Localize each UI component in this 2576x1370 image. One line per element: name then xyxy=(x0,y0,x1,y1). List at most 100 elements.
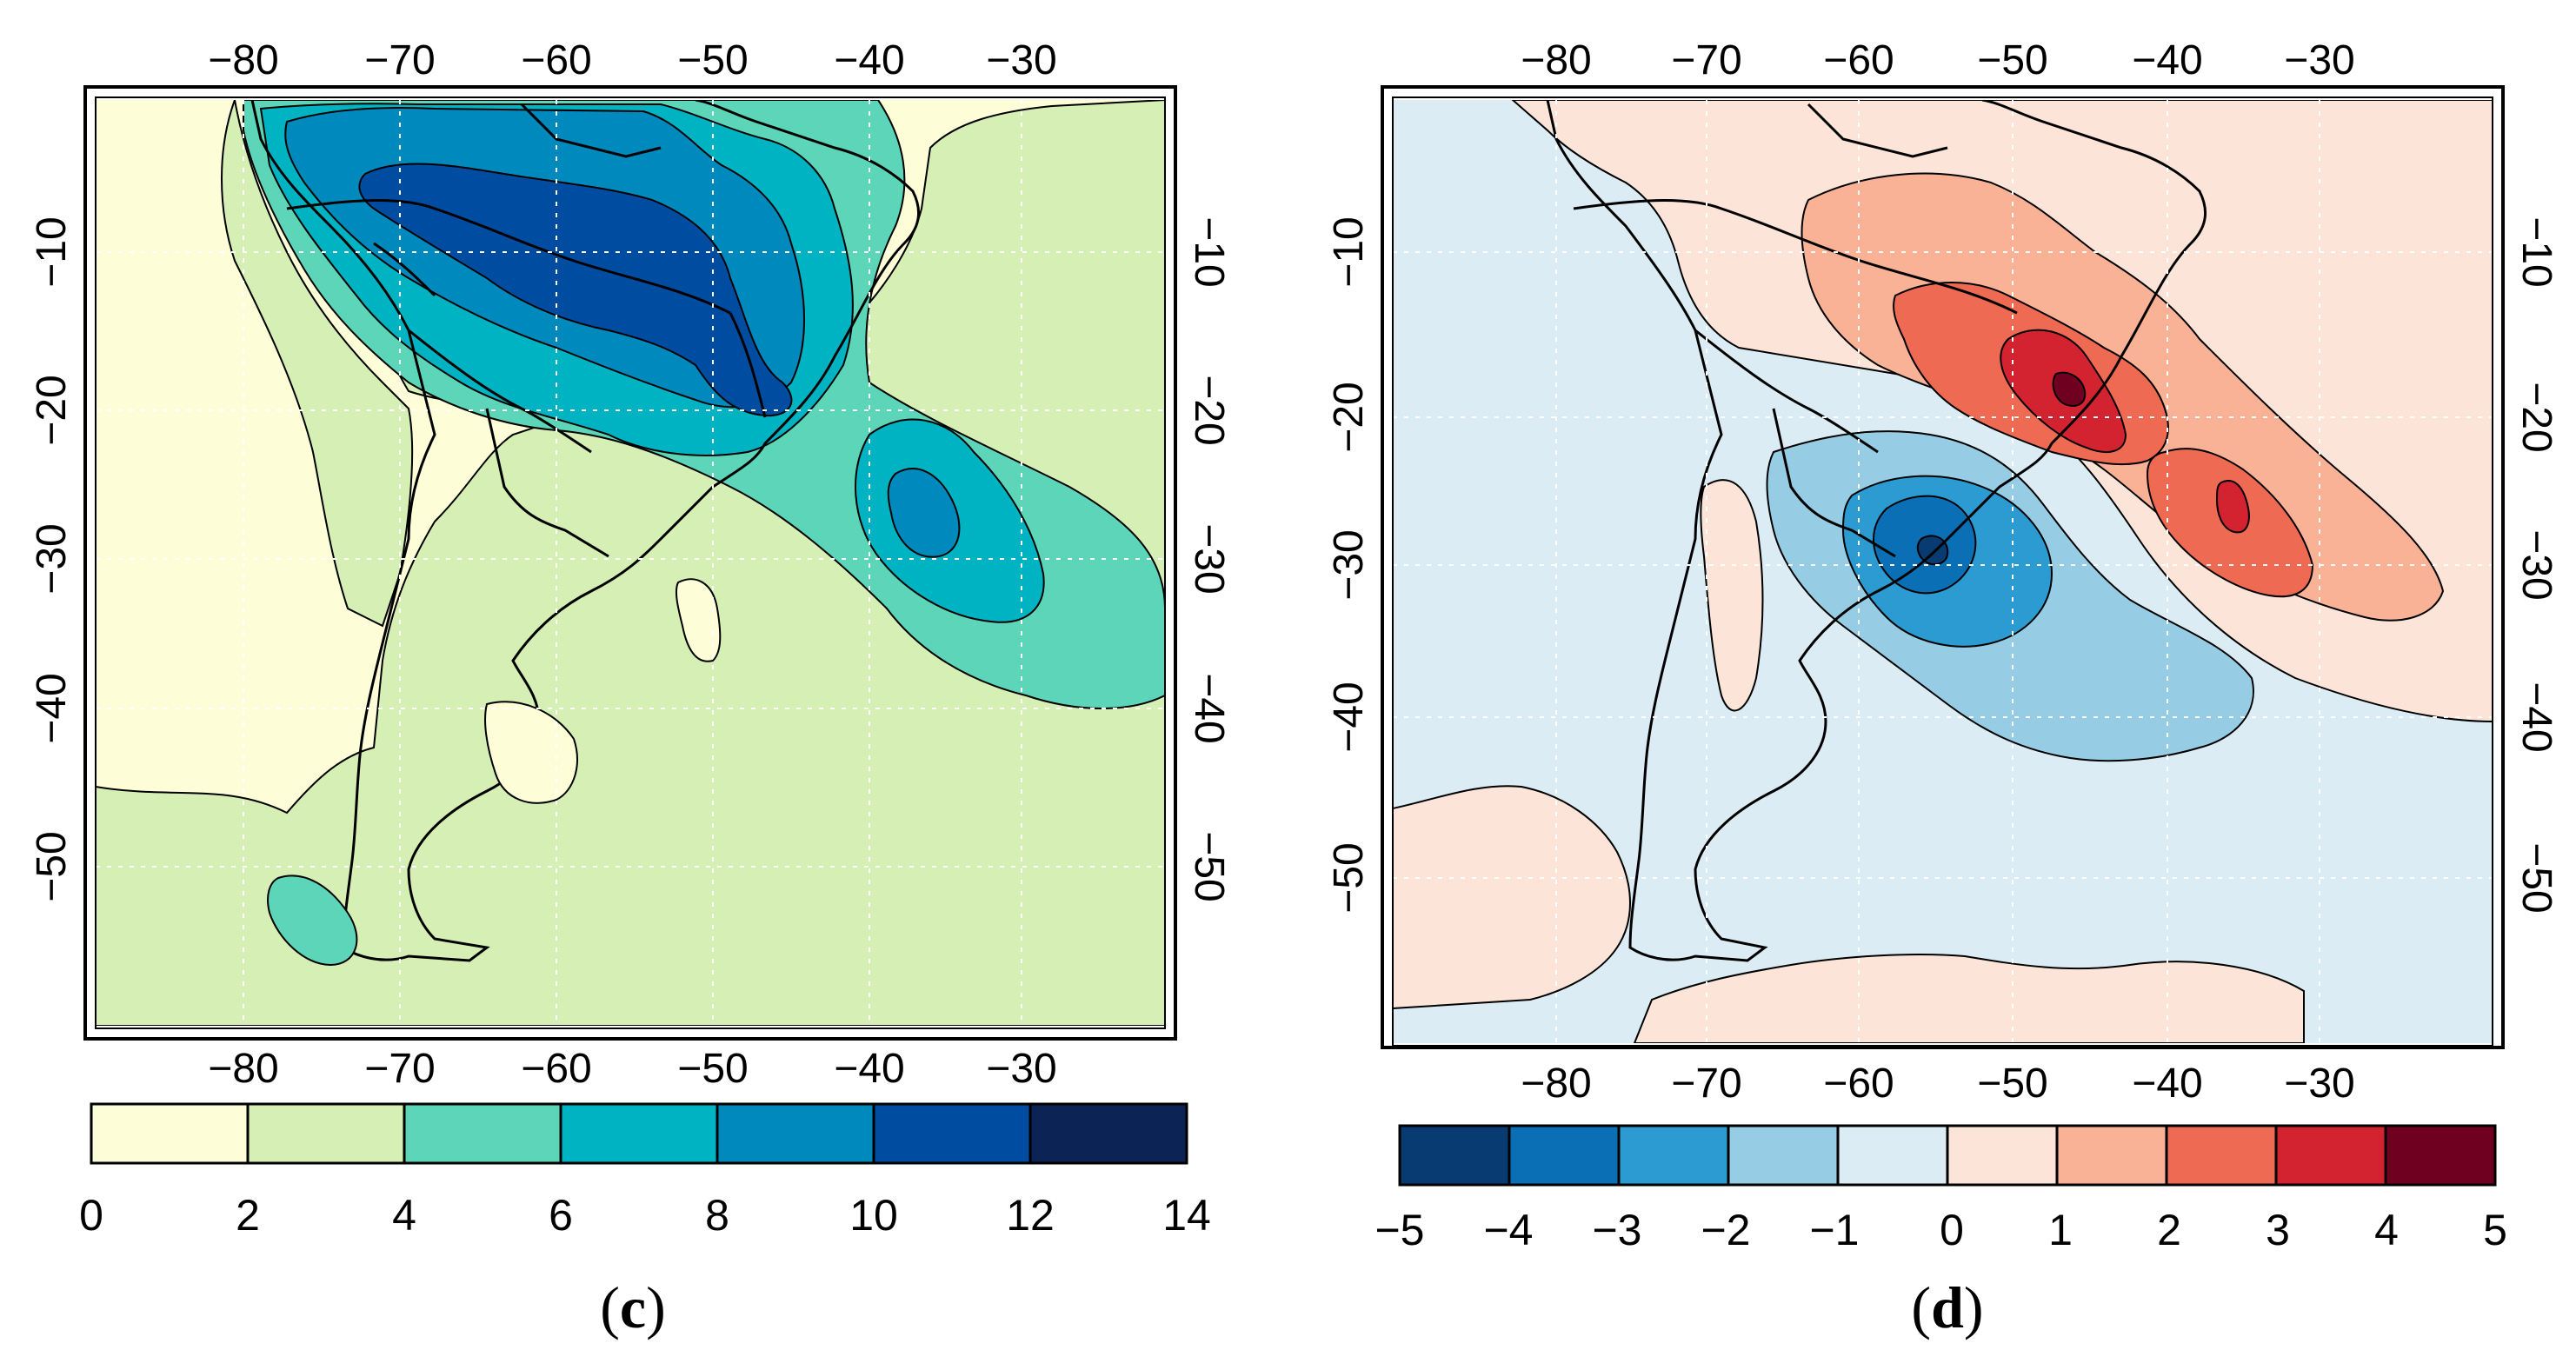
panel-d-colorbar-swatch xyxy=(2274,1124,2387,1187)
panel-c-colorbar-label: 12 xyxy=(1006,1191,1055,1240)
panel-c-lat-ticks-right: −10 −20 −30 −40 −50 xyxy=(1186,216,1232,901)
panel-d-colorbar-swatch xyxy=(1617,1124,1730,1187)
panel-d-colorbar-swatch xyxy=(1398,1124,1511,1187)
panel-d-colorbar-label: 4 xyxy=(2374,1206,2399,1254)
panel-c-colorbar-labels: 0 2 4 6 8 10 12 14 xyxy=(79,1191,1211,1240)
panel-c-colorbar-label: 4 xyxy=(392,1191,416,1240)
panel-d-colorbar-label: −5 xyxy=(1375,1206,1424,1254)
panel-d-lon-tick: −70 xyxy=(1671,1061,1741,1107)
panel-c-lon-ticks-bottom: −80 −70 −60 −50 −40 −30 xyxy=(208,1046,1056,1092)
panel-d-map: −80 −70 −60 −50 −40 −30 −80 −70 −60 −50 … xyxy=(1326,37,2559,1107)
panel-d-lon-tick: −60 xyxy=(1823,1061,1894,1107)
panel-c-lat-tick: −30 xyxy=(1186,523,1232,594)
panel-d-band-4-5 xyxy=(2052,371,2087,407)
panel-d-colorbar-swatch xyxy=(1946,1124,2059,1187)
panel-d-lon-ticks-top: −80 −70 −60 −50 −40 −30 xyxy=(1521,37,2354,83)
panel-c-patagonia-blob xyxy=(267,875,358,967)
panel-c-borders xyxy=(286,103,767,558)
panel-d-lon-tick: −80 xyxy=(1521,1061,1591,1107)
panel-d-lon-tick: −30 xyxy=(2284,37,2354,83)
panel-d-lat-tick: −10 xyxy=(2513,216,2559,287)
panel-c-lon-tick: −50 xyxy=(677,1046,748,1092)
panel-c-colorbar-swatch xyxy=(716,1102,875,1165)
panel-c-lat-tick: −40 xyxy=(29,673,75,743)
panel-c-lon-tick: −80 xyxy=(208,1046,278,1092)
panel-d-lat-tick: −10 xyxy=(1326,216,1372,287)
panel-c-lat-tick: −20 xyxy=(1186,375,1232,445)
panel-d-colorbar-swatch xyxy=(2165,1124,2278,1187)
panel-d-colorbar-label: 2 xyxy=(2157,1206,2181,1254)
panel-c-lon-tick: −80 xyxy=(208,37,278,83)
panel-c-gridlines xyxy=(96,100,1165,1026)
panel-d-colorbar-label: −3 xyxy=(1592,1206,1641,1254)
panel-d-colorbar-swatch xyxy=(2384,1124,2497,1187)
panel-d-colorbar-labels: −5 −4 −3 −2 −1 0 1 2 3 4 5 xyxy=(1375,1206,2506,1254)
panel-d-borders xyxy=(1573,103,2018,558)
panel-c-lon-tick: −60 xyxy=(521,1046,591,1092)
panel-d-lon-tick: −60 xyxy=(1823,37,1894,83)
panel-c-lon-tick: −50 xyxy=(677,37,748,83)
panel-d-lon-tick: −70 xyxy=(1671,37,1741,83)
panel-c-lon-ticks-top: −80 −70 −60 −50 −40 −30 xyxy=(208,37,1056,83)
panel-d-coastline xyxy=(1546,100,2207,962)
panel-d-colorbar-swatch xyxy=(1508,1124,1621,1187)
panel-c-coastline xyxy=(250,100,921,962)
panel-d-colorbar-label: −4 xyxy=(1483,1206,1533,1254)
panel-d-colorbar-swatch xyxy=(2055,1124,2168,1187)
panel-c-lon-tick: −40 xyxy=(834,37,904,83)
panel-c-colorbar-label: 2 xyxy=(236,1191,260,1240)
panel-d-colorbar-label: −1 xyxy=(1809,1206,1859,1254)
panel-c-colorbar-label: 8 xyxy=(705,1191,729,1240)
panel-d-colorbar-label: 0 xyxy=(1940,1206,1964,1254)
panel-d-lon-tick: −40 xyxy=(2132,37,2202,83)
panel-d-lat-tick: −40 xyxy=(1326,682,1372,752)
panel-c-lat-tick: −30 xyxy=(29,523,75,594)
panel-d-lat-tick: −40 xyxy=(2513,682,2559,752)
panel-d-lon-ticks-bottom: −80 −70 −60 −50 −40 −30 xyxy=(1521,1061,2354,1107)
panel-c-colorbar-label: 10 xyxy=(849,1191,898,1240)
panel-c-lat-tick: −40 xyxy=(1186,673,1232,743)
panel-c-colorbar-swatch xyxy=(246,1102,406,1165)
panel-c-caption: (c) xyxy=(600,1274,666,1340)
panel-d-lon-tick: −50 xyxy=(1977,1061,2047,1107)
panel-c-lat-ticks-left: −10 −20 −30 −40 −50 xyxy=(29,216,75,901)
panel-d-band-neg5-neg4 xyxy=(1916,535,1949,566)
panel-c-lon-tick: −30 xyxy=(986,1046,1056,1092)
panel-c-lat-tick: −10 xyxy=(1186,216,1232,287)
panel-c-band-10-12 xyxy=(358,163,793,417)
panel-c-colorbar-swatch xyxy=(1028,1102,1188,1165)
panel-d-lat-ticks-right: −10 −20 −30 −40 −50 xyxy=(2513,216,2559,913)
panel-d-lat-tick: −20 xyxy=(1326,382,1372,452)
panel-c-colorbar-label: 0 xyxy=(79,1191,103,1240)
panel-c-map: −80 −70 −60 −50 −40 −30 −80 −70 −60 −50 … xyxy=(29,37,1232,1092)
panel-d-colorbar-label: 5 xyxy=(2483,1206,2507,1254)
panel-d-frame xyxy=(1381,85,2505,1049)
panel-d-lon-tick: −40 xyxy=(2132,1061,2202,1107)
panel-c-lon-tick: −40 xyxy=(834,1046,904,1092)
panel-c-colorbar-swatch xyxy=(403,1102,562,1165)
panel-d-lat-ticks-left: −10 −20 −30 −40 −50 xyxy=(1326,216,1372,913)
panel-c-colorbar-swatch xyxy=(872,1102,1032,1165)
panel-c-lat-tick: −20 xyxy=(29,375,75,445)
panel-c-colorbar-label: 6 xyxy=(549,1191,573,1240)
panel-d-colorbar xyxy=(1398,1124,2497,1187)
panel-c-lon-tick: −70 xyxy=(364,1046,435,1092)
panel-d-colorbar-label: 1 xyxy=(2048,1206,2073,1254)
panel-d-colorbar-swatch xyxy=(1727,1124,1840,1187)
panel-d-colorbar-label: −2 xyxy=(1701,1206,1750,1254)
panel-d-lon-tick: −30 xyxy=(2284,1061,2354,1107)
panel-c-lat-tick: −10 xyxy=(29,216,75,287)
panel-d-caption-letter: d xyxy=(1931,1274,1964,1340)
panel-c-lon-tick: −60 xyxy=(521,37,591,83)
panel-d-gridlines xyxy=(1393,100,2493,1043)
panel-d-lat-tick: −50 xyxy=(1326,842,1372,913)
panel-c-lat-tick: −50 xyxy=(1186,831,1232,901)
panel-d-lat-tick: −30 xyxy=(2513,529,2559,600)
panel-c-colorbar-label: 14 xyxy=(1162,1191,1211,1240)
panel-d-lat-tick: −50 xyxy=(2513,842,2559,913)
panel-c-colorbar-swatch xyxy=(90,1102,250,1165)
panel-d-lon-tick: −80 xyxy=(1521,37,1591,83)
panel-c-lon-tick: −30 xyxy=(986,37,1056,83)
